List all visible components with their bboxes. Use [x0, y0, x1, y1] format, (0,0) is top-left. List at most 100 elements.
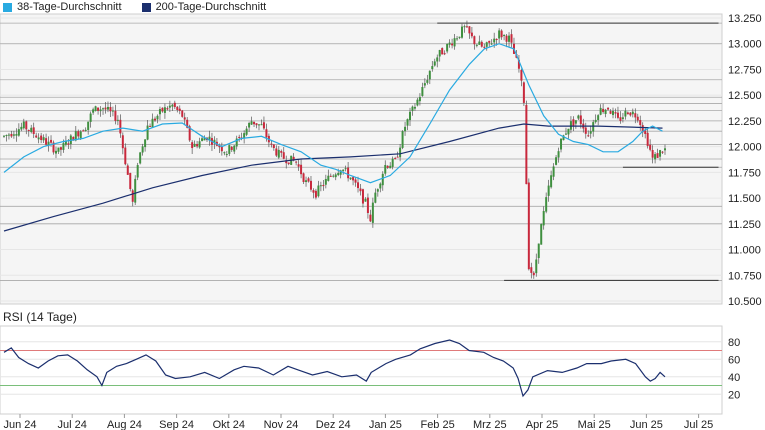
candle [483, 43, 486, 49]
candle-body [12, 134, 15, 136]
candle [52, 140, 55, 155]
candle [485, 41, 488, 51]
candle [508, 32, 511, 48]
candle-body [218, 145, 221, 148]
candle-body [114, 110, 117, 121]
candle-body [208, 136, 211, 141]
candle [587, 130, 590, 138]
candle [332, 174, 335, 178]
candle [369, 209, 372, 223]
candle-body [493, 38, 496, 43]
candle [664, 144, 666, 155]
candle [540, 223, 543, 245]
candle-body [57, 147, 60, 152]
x-tick-label: Apr 25 [526, 419, 558, 430]
candle-body [485, 42, 488, 47]
candle [465, 20, 468, 28]
candle [94, 105, 97, 112]
candle-body [498, 30, 501, 39]
x-tick-label: Nov 24 [264, 419, 299, 430]
candle [562, 134, 565, 141]
candle [77, 129, 80, 140]
candle-body [636, 116, 639, 121]
candle-body [134, 178, 137, 203]
candle [121, 132, 124, 155]
candle [262, 116, 265, 130]
candle-body [317, 185, 320, 197]
candle-body [381, 173, 384, 186]
price-y-tick-label: 13.250 [728, 13, 762, 25]
rsi-y-tick-label: 60 [728, 354, 740, 366]
candle-body [322, 184, 325, 187]
candle [612, 107, 615, 119]
candle-body [136, 165, 139, 178]
candle [572, 116, 575, 132]
price-candles[interactable] [3, 20, 666, 279]
price-y-tick-label: 12.250 [728, 116, 762, 128]
candle-body [413, 106, 416, 109]
candle-body [15, 134, 18, 136]
candle-body [319, 185, 322, 187]
candle-body [656, 153, 659, 158]
candle [295, 161, 298, 166]
candle [453, 34, 456, 50]
candle-body [364, 198, 367, 202]
candle [111, 106, 114, 117]
candle [285, 155, 288, 169]
candle-body [74, 131, 77, 141]
candle [614, 108, 617, 119]
candle-body [203, 138, 206, 141]
candle [542, 206, 545, 230]
candle [589, 125, 592, 139]
candle [119, 114, 122, 138]
candle [470, 26, 473, 39]
candle [220, 142, 223, 156]
candle [309, 175, 312, 192]
candle [270, 140, 273, 148]
candle-body [446, 43, 449, 52]
candle-body [592, 122, 595, 132]
candle-body [79, 131, 82, 139]
candle-body [478, 41, 481, 45]
candle-body [641, 125, 644, 133]
candle-body [305, 180, 308, 182]
candle [349, 177, 352, 181]
rsi-title: RSI (14 Tage) [3, 310, 77, 324]
price-y-tick-label: 11.500 [728, 193, 761, 205]
candle-body [458, 36, 461, 38]
candle [478, 35, 481, 45]
candle [198, 137, 201, 149]
candle-body [121, 135, 124, 149]
candle-body [149, 125, 152, 127]
candle [535, 253, 538, 277]
x-tick-label: Jun 24 [3, 419, 36, 430]
price-y-tick-label: 13.000 [728, 39, 762, 51]
candle-body [626, 112, 629, 115]
candle-body [97, 107, 100, 111]
candle [344, 165, 347, 172]
candle [176, 106, 179, 113]
candle-body [428, 70, 431, 80]
candle [106, 101, 109, 113]
candle [158, 106, 161, 121]
candle [317, 180, 320, 198]
candle [451, 38, 454, 49]
candle-body [161, 107, 164, 112]
candle [594, 114, 597, 124]
candle [173, 100, 176, 110]
candle-body [186, 119, 189, 128]
price-y-axis: 13.250 13.000 12.750 12.500 12.250 12.000 11.7… [728, 13, 762, 308]
candle-body [62, 143, 65, 150]
candle-body [451, 43, 454, 46]
candle [7, 132, 10, 140]
candle [488, 40, 491, 47]
candle-body [448, 42, 451, 45]
candle-body [409, 111, 412, 121]
candle-body [624, 110, 627, 117]
candle-body [87, 121, 90, 130]
candle-body [307, 178, 310, 182]
candle [584, 122, 587, 139]
candle-body [265, 129, 268, 138]
candle [334, 172, 337, 181]
candle [374, 188, 377, 204]
